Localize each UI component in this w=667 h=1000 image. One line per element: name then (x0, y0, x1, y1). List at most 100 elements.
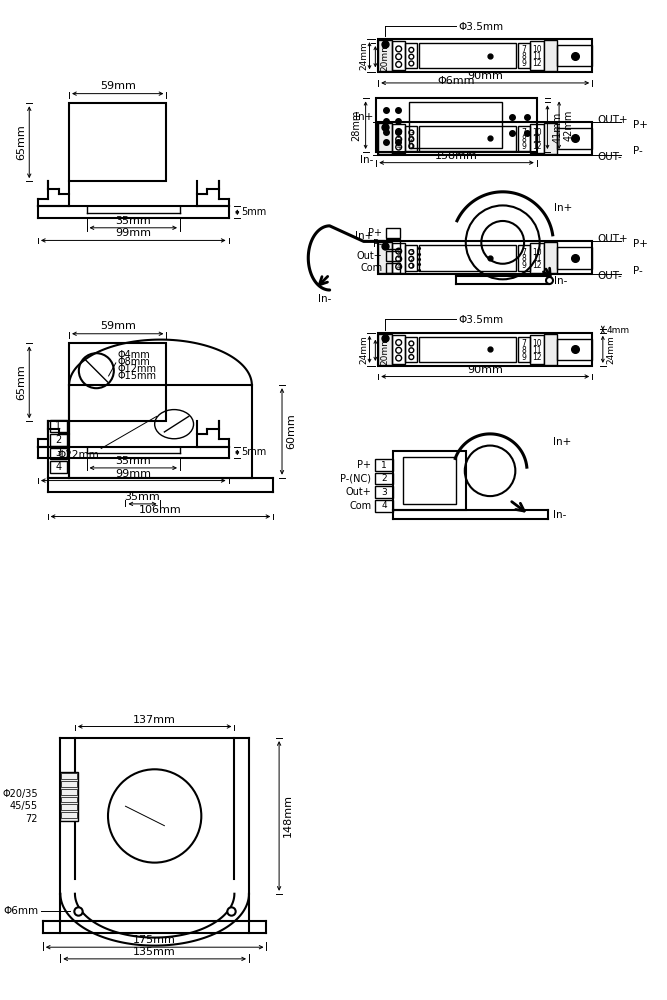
Text: In-: In- (553, 510, 567, 520)
Text: 2: 2 (55, 435, 61, 445)
Text: 11: 11 (532, 346, 542, 355)
Text: 7: 7 (522, 339, 526, 348)
Bar (378, 333, 592, 366)
Bar (386, 251, 400, 261)
Bar (518, 43, 530, 68)
Bar (530, 243, 544, 273)
Bar (60, 772, 78, 821)
Bar (61, 789, 77, 795)
Bar (61, 781, 77, 787)
Text: 28mm: 28mm (352, 110, 362, 141)
Text: 9: 9 (522, 261, 526, 270)
Text: 8: 8 (522, 346, 526, 355)
Text: OUT+: OUT+ (597, 234, 628, 244)
Bar (530, 124, 544, 153)
Bar (61, 773, 77, 779)
Text: 9: 9 (522, 142, 526, 151)
Bar (557, 45, 592, 66)
Text: OUT-: OUT- (597, 271, 622, 281)
Text: 5mm: 5mm (241, 447, 266, 457)
Text: OUT-: OUT- (597, 152, 622, 162)
Text: OUT+: OUT+ (597, 115, 628, 125)
Text: 11: 11 (532, 52, 542, 61)
Text: 3: 3 (55, 448, 61, 458)
Text: In+: In+ (355, 112, 374, 122)
Text: P-(NC): P-(NC) (340, 474, 372, 484)
Text: 6: 6 (396, 129, 401, 135)
Bar (49, 434, 67, 446)
Text: 137mm: 137mm (133, 715, 176, 725)
Text: 59mm: 59mm (100, 81, 135, 91)
Bar (544, 334, 557, 365)
Text: In+: In+ (554, 203, 572, 213)
Bar (518, 245, 530, 271)
Bar (386, 228, 400, 238)
Text: 24mm: 24mm (607, 335, 616, 364)
Text: 4: 4 (396, 144, 401, 150)
Text: 5: 5 (396, 136, 401, 142)
Text: 41mm: 41mm (552, 112, 562, 143)
Text: 20mm: 20mm (380, 42, 390, 71)
Bar (49, 461, 67, 473)
Text: In-: In- (554, 276, 568, 286)
Bar (406, 245, 417, 271)
Text: 42mm: 42mm (564, 110, 574, 141)
Bar (419, 43, 516, 68)
Bar (61, 797, 77, 802)
Text: 12: 12 (532, 261, 542, 270)
Text: 175mm: 175mm (133, 935, 176, 945)
Text: In-: In- (318, 294, 331, 304)
Text: 6: 6 (396, 248, 401, 254)
Text: 12: 12 (532, 353, 542, 362)
Text: Com: Com (360, 263, 382, 273)
Text: 10: 10 (532, 128, 542, 137)
Text: 35mm: 35mm (115, 216, 151, 226)
Bar (518, 337, 530, 362)
Bar (386, 239, 400, 249)
Bar (378, 122, 592, 155)
Bar (410, 102, 502, 148)
Text: 8: 8 (522, 52, 526, 61)
Text: 3: 3 (409, 249, 414, 255)
Text: 106mm: 106mm (139, 505, 182, 515)
Text: 4: 4 (396, 264, 401, 270)
Text: 4: 4 (382, 501, 387, 510)
Text: Φ22mm: Φ22mm (57, 450, 99, 460)
Bar (544, 40, 557, 71)
Bar (530, 41, 544, 70)
Bar (376, 486, 393, 498)
Text: 11: 11 (532, 254, 542, 263)
Bar (69, 103, 166, 181)
Text: 1: 1 (55, 421, 61, 431)
Text: Out+: Out+ (356, 251, 382, 261)
Text: Φ20/35
45/55
72: Φ20/35 45/55 72 (3, 789, 38, 824)
Bar (419, 126, 516, 151)
Text: 10: 10 (532, 339, 542, 348)
Text: 65mm: 65mm (16, 364, 26, 400)
Bar (378, 40, 392, 71)
Bar (378, 123, 392, 154)
Text: 35mm: 35mm (115, 456, 151, 466)
Text: 24mm: 24mm (360, 335, 369, 364)
Text: 5: 5 (396, 256, 401, 262)
Bar (69, 343, 166, 421)
Bar (406, 126, 417, 151)
Bar (378, 39, 592, 72)
Bar (48, 421, 69, 478)
Bar (392, 124, 406, 153)
Bar (392, 243, 406, 273)
Text: 4: 4 (55, 462, 61, 472)
Text: 3: 3 (382, 488, 387, 497)
Bar (376, 500, 393, 512)
Text: P+: P+ (633, 120, 648, 130)
Bar (386, 263, 400, 273)
Text: 158mm: 158mm (435, 151, 478, 161)
Text: P-: P- (373, 239, 382, 249)
Bar (49, 420, 67, 432)
Bar (419, 337, 516, 362)
Bar (392, 335, 406, 364)
Text: 20mm: 20mm (380, 336, 390, 365)
Text: Com: Com (350, 501, 372, 511)
Text: In+: In+ (355, 231, 374, 241)
Bar (557, 339, 592, 360)
